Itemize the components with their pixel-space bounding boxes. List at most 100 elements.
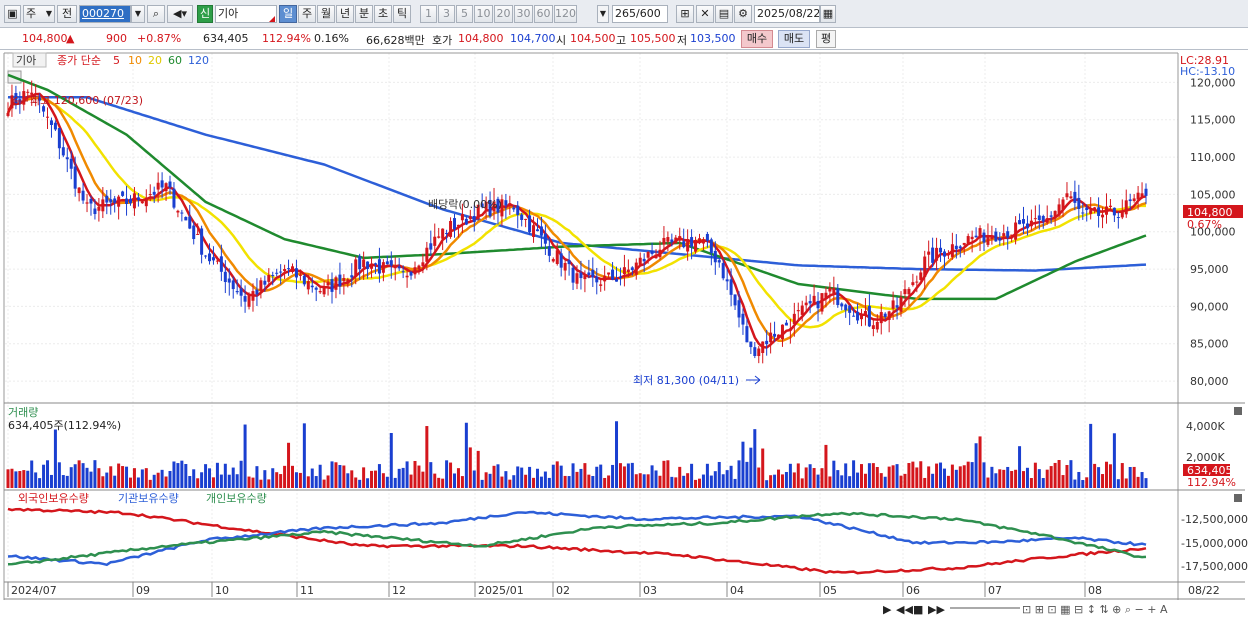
candle-body-152	[607, 272, 611, 275]
volume-bar-27	[113, 475, 117, 488]
even-button[interactable]: 평	[816, 30, 836, 48]
candle-body-99	[397, 266, 401, 269]
volume-bar-217	[863, 473, 867, 488]
interval-5[interactable]: 5	[456, 5, 473, 23]
volume-close-icon[interactable]	[1234, 407, 1242, 415]
volume-bar-41	[168, 470, 172, 488]
interval-30[interactable]: 30	[514, 5, 533, 23]
candle-body-137	[547, 246, 551, 256]
period-tab-6[interactable]: 틱	[393, 5, 411, 23]
candle-body-216	[860, 313, 863, 320]
period-select[interactable]: 주 ▼	[23, 5, 55, 23]
interval-3[interactable]: 3	[438, 5, 455, 23]
crosshair-icon[interactable]: ✕	[696, 5, 714, 23]
volume-bar-211	[840, 475, 844, 488]
x-label-10: 06	[906, 584, 920, 597]
volume-bar-5	[26, 470, 30, 488]
candle-body-29	[121, 191, 125, 196]
save-icon[interactable]: ▤	[715, 5, 733, 23]
code-dropdown-icon[interactable]: ▼	[131, 5, 145, 23]
period-tab-5[interactable]: 초	[374, 5, 392, 23]
period-tab-1[interactable]: 주	[298, 5, 316, 23]
candle-body-0	[6, 113, 10, 116]
count-field[interactable]: 265/600	[612, 5, 668, 23]
candle-body-253	[1006, 231, 1010, 238]
candle-body-190	[757, 348, 761, 357]
candle-body-75	[302, 275, 306, 285]
volume-bar-251	[998, 469, 1002, 488]
gear-icon[interactable]: ⚙	[734, 5, 752, 23]
calendar-icon[interactable]: ▦	[820, 5, 836, 23]
candle-body-82	[330, 279, 334, 292]
candle-body-267	[1061, 199, 1065, 210]
layout-icon[interactable]: ▣	[4, 5, 21, 23]
grid-lines	[5, 53, 1178, 582]
legend-label: 종가 단순	[57, 54, 101, 67]
volume-bar-102	[409, 474, 413, 488]
candle-body-282	[1120, 211, 1124, 218]
volume-bar-21	[89, 471, 93, 488]
candle-body-166	[662, 237, 666, 245]
candle-body-36	[148, 194, 152, 196]
stock-chart[interactable]: 기아 종가 단순 5 10 20 60 120 LC:28.91 HC:-13.…	[0, 50, 1248, 621]
volume-bar-232	[923, 477, 927, 488]
volume-bar-132	[528, 466, 532, 488]
candle-body-28	[117, 196, 121, 207]
period-tab-3[interactable]: 년	[336, 5, 354, 23]
candle-body-236	[939, 247, 943, 253]
current-price: 104,800	[22, 32, 68, 45]
volume-bar-77	[310, 468, 314, 488]
volume-bar-91	[366, 478, 370, 488]
candle-body-23	[97, 206, 101, 211]
candle-body-258	[1025, 223, 1029, 229]
volume-bar-257	[1022, 471, 1026, 488]
interval-60[interactable]: 60	[534, 5, 553, 23]
sell-button[interactable]: 매도	[778, 30, 810, 48]
volume-bar-240	[954, 469, 958, 488]
volume-bar-272	[1081, 480, 1085, 488]
volume-bar-284	[1128, 466, 1132, 488]
period-tab-2[interactable]: 월	[317, 5, 335, 23]
volume-bar-88	[354, 477, 358, 488]
volume-bar-162	[646, 474, 650, 488]
candle-body-202	[804, 302, 808, 306]
spin-icon[interactable]: ▼	[597, 5, 609, 23]
candle-icon[interactable]: ⊞	[676, 5, 694, 23]
volume-bar-165	[658, 475, 662, 488]
volume-bar-245	[974, 443, 978, 488]
stock-name-field[interactable]: 기아	[215, 5, 277, 23]
volume-bar-49	[200, 472, 204, 488]
x-axis: 2024/07 09 10 11 12 2025/01 02 03 04 05 06 07 08	[7, 582, 1102, 597]
interval-10[interactable]: 10	[474, 5, 493, 23]
date-field[interactable]: 2025/08/22	[754, 5, 820, 23]
interval-1[interactable]: 1	[420, 5, 437, 23]
candle-body-87	[350, 275, 354, 278]
volume-bar-2	[14, 471, 18, 488]
ask-price: 104,800	[458, 32, 504, 45]
volume-bar-82	[330, 461, 334, 488]
period-tab-4[interactable]: 분	[355, 5, 373, 23]
candle-body-9	[42, 106, 46, 112]
volume-bar-198	[788, 463, 792, 488]
period-tab-0[interactable]: 일	[279, 5, 297, 23]
scroll-controls[interactable]: ▶ ◀◀ ■ ▶▶ ⊡ ⊞ ⊡ ▦ ⊟ ↕ ⇅ ⊕ ⌕ − + A	[883, 603, 1168, 616]
volume-bar-129	[516, 466, 520, 488]
holding-close-icon[interactable]	[1234, 494, 1242, 502]
search-icon[interactable]: ⌕	[147, 5, 165, 23]
interval-20[interactable]: 20	[494, 5, 513, 23]
interval-120[interactable]: 120	[554, 5, 577, 23]
count-max: /600	[636, 7, 661, 20]
lc-value: LC:28.91	[1180, 54, 1229, 67]
candle-body-8	[38, 97, 42, 101]
low-label: 저	[677, 34, 688, 47]
prev-button[interactable]: 전	[57, 5, 77, 23]
stock-code-input[interactable]: 000270	[79, 5, 131, 23]
candle-body-120	[480, 203, 484, 208]
toolbar: ▣ 주 ▼ 전 000270 ▼ ⌕ ◀▾ 신 기아 일 주 월 년 분 초 틱 1 3 5 10 20…	[0, 0, 1248, 28]
buy-button[interactable]: 매수	[741, 30, 773, 48]
volume-bar-200	[796, 463, 800, 488]
volume-bar-270	[1073, 479, 1077, 488]
candle-body-158	[630, 267, 634, 271]
volume-bar-180	[717, 461, 721, 488]
speaker-icon[interactable]: ◀▾	[167, 5, 193, 23]
